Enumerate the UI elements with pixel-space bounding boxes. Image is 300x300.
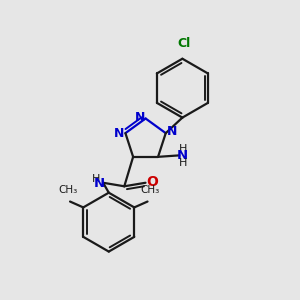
- Text: N: N: [177, 149, 188, 163]
- Text: Cl: Cl: [177, 38, 190, 50]
- Text: H: H: [92, 174, 100, 184]
- Text: CH₃: CH₃: [58, 185, 77, 195]
- Text: N: N: [94, 177, 105, 190]
- Text: CH₃: CH₃: [140, 185, 160, 195]
- Text: O: O: [146, 175, 158, 189]
- Text: H: H: [178, 158, 187, 168]
- Text: N: N: [167, 125, 177, 138]
- Text: H: H: [178, 144, 187, 154]
- Text: N: N: [135, 110, 146, 124]
- Text: N: N: [114, 127, 124, 140]
